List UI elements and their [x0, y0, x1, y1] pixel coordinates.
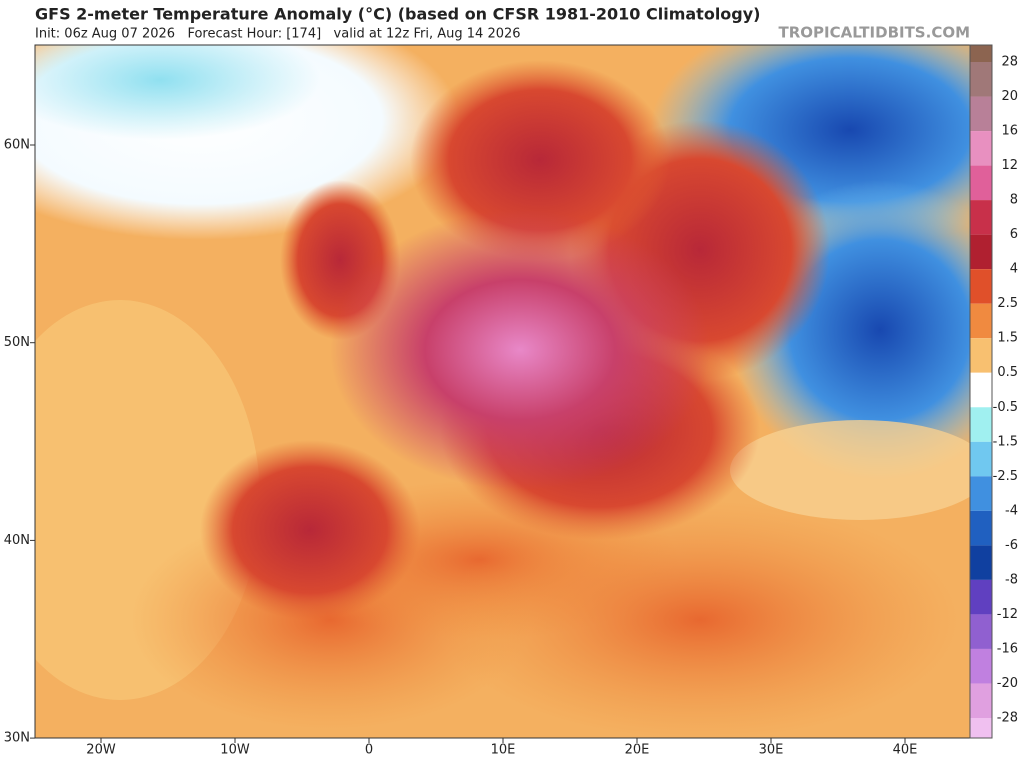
lon-label: 30E — [759, 743, 784, 758]
lat-label: 60N — [4, 138, 30, 153]
title: GFS 2-meter Temperature Anomaly (°C) (ba… — [35, 5, 761, 24]
colorbar-bin — [970, 614, 992, 649]
colorbar-label: -28 — [997, 711, 1018, 726]
lat-label: 50N — [4, 335, 30, 350]
colorbar-label: 8 — [1010, 193, 1018, 208]
colorbar-label: -4 — [1005, 503, 1018, 518]
colorbar-bin — [970, 62, 992, 97]
colorbar-bin — [970, 200, 992, 235]
colorbar-bin — [970, 683, 992, 718]
source: TROPICALTIDBITS.COM — [779, 24, 971, 42]
colorbar-bin — [970, 476, 992, 511]
colorbar-bin — [970, 131, 992, 166]
colorbar-label: -6 — [1005, 538, 1018, 553]
lon-label: 0 — [365, 743, 373, 758]
colorbar-label: 20 — [1001, 89, 1018, 104]
colorbar-label: -20 — [997, 676, 1018, 691]
colorbar-label: 4 — [1010, 262, 1018, 277]
colorbar-label: -16 — [997, 641, 1018, 656]
colorbar-bin — [970, 407, 992, 442]
colorbar-bin — [970, 545, 992, 580]
colorbar-label: 12 — [1001, 158, 1018, 173]
lon-label: 10W — [220, 743, 250, 758]
lat-label: 30N — [4, 731, 30, 746]
colorbar-bin — [970, 165, 992, 201]
colorbar-bin — [970, 234, 992, 270]
map — [35, 45, 970, 738]
colorbar-bin — [970, 648, 992, 684]
colorbar-label: 16 — [1001, 124, 1018, 139]
colorbar-frame — [969, 44, 993, 739]
colorbar-label: 2.5 — [997, 296, 1018, 311]
subtitle: Init: 06z Aug 07 2026 Forecast Hour: [17… — [35, 27, 521, 42]
colorbar-label: -8 — [1005, 572, 1018, 587]
lon-label: 20E — [625, 743, 650, 758]
lon-label: 40E — [893, 743, 918, 758]
colorbar-bin — [970, 718, 992, 738]
colorbar-label: 28 — [1001, 55, 1018, 70]
colorbar-label: -0.5 — [993, 400, 1018, 415]
colorbar-label: 6 — [1010, 227, 1018, 242]
colorbar-bin — [970, 579, 992, 615]
colorbar-label: -12 — [997, 607, 1018, 622]
colorbar-label: 0.5 — [997, 365, 1018, 380]
lon-label: 10E — [491, 743, 516, 758]
colorbar-label: -1.5 — [993, 434, 1018, 449]
colorbar-bin — [970, 338, 992, 373]
colorbar-bin — [970, 96, 992, 132]
colorbar: 28 20 16 12 8 6 4 2.5 1.5 0.5 -0.5 -1.5 -2.5 -4 -6 -8 -1… — [969, 44, 1018, 739]
colorbar-bin — [970, 45, 992, 62]
colorbar-label: -2.5 — [993, 469, 1018, 484]
colorbar-label: 1.5 — [997, 331, 1018, 346]
colorbar-bin — [970, 372, 992, 408]
colorbar-bin — [970, 441, 992, 477]
colorbar-bin — [970, 269, 992, 304]
lon-label: 20W — [86, 743, 116, 758]
colorbar-bin — [970, 510, 992, 546]
colorbar-bin — [970, 303, 992, 339]
lat-label: 40N — [4, 533, 30, 548]
